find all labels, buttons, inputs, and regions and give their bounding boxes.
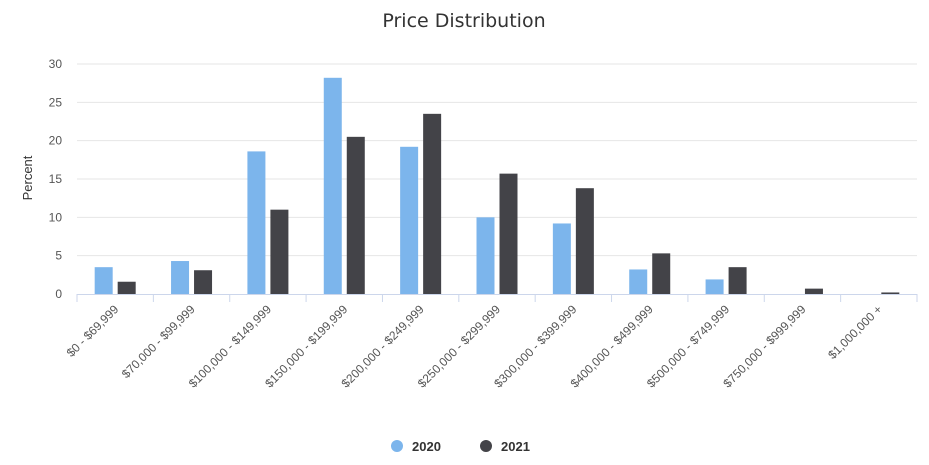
bar-2021-6: [575, 188, 594, 294]
legend-item-2020[interactable]: 2020: [391, 439, 441, 454]
x-tick-label: $150,000 - $199,999: [262, 302, 350, 390]
bar-2020-3: [323, 77, 342, 294]
bar-2021-9: [804, 288, 823, 294]
y-tick-label: 25: [49, 95, 63, 109]
x-axis: $0 - $69,999$70,000 - $99,999$100,000 - …: [64, 294, 918, 390]
bar-2021-7: [652, 253, 671, 294]
bar-2021-10: [881, 292, 900, 294]
bar-2020-6: [552, 223, 571, 294]
x-tick-label: $70,000 - $99,999: [119, 302, 198, 381]
bar-2020-2: [247, 151, 266, 294]
bar-2021-5: [499, 173, 518, 294]
x-tick-label: $750,000 - $999,999: [720, 302, 808, 390]
bar-2021-0: [117, 281, 136, 294]
x-tick-label: $250,000 - $299,999: [415, 302, 503, 390]
legend-label: 2021: [501, 439, 530, 454]
y-tick-label: 0: [55, 287, 62, 301]
legend-item-2021[interactable]: 2021: [480, 439, 530, 454]
bar-2021-4: [423, 113, 442, 294]
x-tick-label: $500,000 - $749,999: [644, 302, 732, 390]
bar-2020-8: [705, 279, 724, 294]
bar-2021-1: [194, 270, 213, 294]
bar-2021-3: [346, 136, 365, 294]
legend-marker: [391, 440, 403, 452]
y-tick-label: 30: [49, 57, 63, 71]
bar-2020-7: [629, 269, 648, 294]
legend-marker: [480, 440, 492, 452]
bar-2020-4: [400, 146, 419, 294]
x-tick-label: $400,000 - $499,999: [568, 302, 656, 390]
x-tick-label: $0 - $69,999: [64, 302, 122, 360]
y-tick-label: 10: [49, 210, 63, 224]
y-tick-label: 5: [55, 249, 62, 263]
x-tick-label: $100,000 - $149,999: [186, 302, 274, 390]
bar-2021-2: [270, 209, 289, 294]
bar-2020-0: [94, 267, 113, 294]
y-axis: 0 5 10 15 20 25 30: [49, 57, 63, 301]
x-tick-label: $300,000 - $399,999: [491, 302, 579, 390]
bar-series: [94, 77, 900, 294]
y-tick-label: 20: [49, 134, 63, 148]
y-tick-label: 15: [49, 172, 63, 186]
legend-label: 2020: [412, 439, 441, 454]
bar-2021-8: [728, 267, 747, 294]
x-tick-label: $1,000,000 +: [825, 302, 885, 362]
chart-title: Price Distribution: [382, 10, 545, 32]
bar-2020-5: [476, 217, 495, 294]
y-axis-label: Percent: [20, 155, 35, 200]
legend: 2020 2021: [391, 439, 530, 454]
x-tick-label: $200,000 - $249,999: [339, 302, 427, 390]
gridlines: [77, 63, 917, 257]
bar-2020-1: [171, 261, 190, 294]
